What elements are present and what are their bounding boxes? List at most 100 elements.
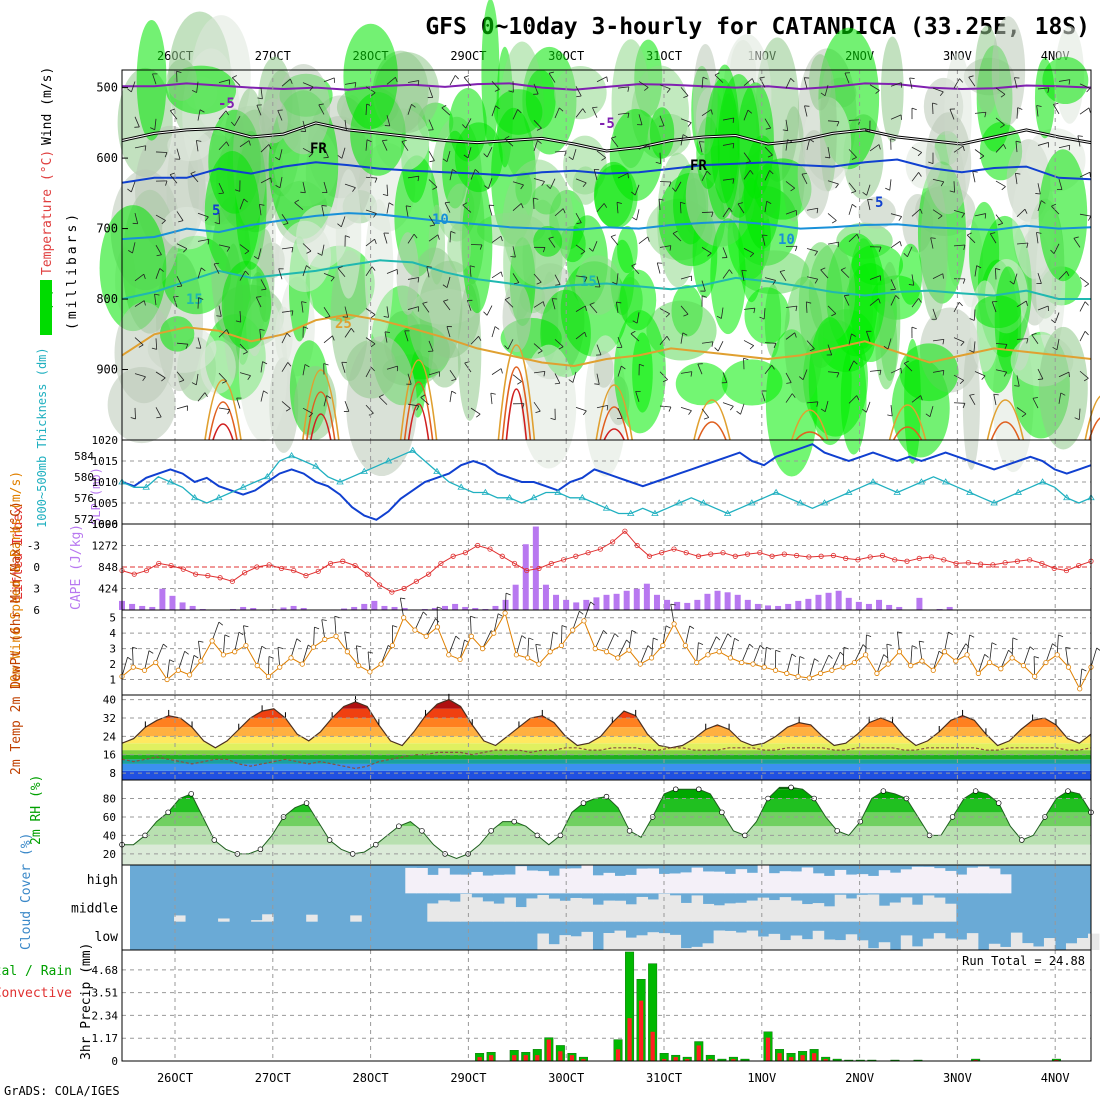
wind10-barb <box>887 644 892 645</box>
cape-bar <box>785 604 791 610</box>
cloud-cell <box>824 906 836 921</box>
wind10-ytick: 1 <box>109 674 116 687</box>
wind10-barb <box>470 616 471 636</box>
time-label-bottom: 4NOV <box>1041 1071 1070 1085</box>
footer-credit: GrADS: COLA/IGES <box>4 1084 120 1098</box>
rh2m-marker <box>996 801 1001 806</box>
wind10-barb <box>278 647 283 648</box>
wind10-marker <box>413 628 417 632</box>
cloud-cell <box>714 905 726 921</box>
wind10-marker <box>447 653 451 657</box>
temp-band <box>122 750 1091 755</box>
cloud-cell <box>626 904 638 921</box>
wind10-barb <box>716 637 720 640</box>
precip-conv-bar <box>489 1055 493 1061</box>
cloud-cell <box>427 903 439 921</box>
wind10-barb <box>992 643 997 645</box>
wind10-marker <box>548 650 552 654</box>
slp-ylabel-thick: 1000~500mb Thickness (dm) <box>35 347 49 528</box>
wind10-marker <box>458 657 462 661</box>
cloud-cell <box>526 898 538 921</box>
cloud-cell <box>945 938 957 950</box>
wind10-marker <box>683 643 687 647</box>
temp-band <box>122 695 1091 709</box>
cloud-cell <box>945 871 957 893</box>
wind10-barb <box>163 644 167 647</box>
cape-bar <box>361 604 367 610</box>
cloud-layer-label: middle <box>71 902 118 917</box>
wind10-barb <box>919 641 924 642</box>
wind10-barb <box>884 655 888 658</box>
wind10-marker <box>909 663 913 667</box>
cloud-cell <box>548 944 560 950</box>
cloud-cell <box>890 873 902 894</box>
cloud-cell <box>515 907 527 922</box>
wind-barb <box>219 193 224 194</box>
wind10-ytick: 2 <box>109 658 116 671</box>
wind10-marker <box>740 660 744 664</box>
rh2m-marker <box>420 828 425 833</box>
wind10-barb <box>1023 647 1030 666</box>
cloud-cell <box>603 873 615 893</box>
cloud-cell <box>813 931 825 950</box>
cloud-cell <box>537 895 549 922</box>
contour-label: -5 <box>598 116 615 132</box>
cloud-cell <box>703 904 715 922</box>
cape-bar <box>442 606 448 610</box>
wind10-marker <box>762 665 766 669</box>
precip-conv-bar <box>477 1057 481 1061</box>
wind10-barb <box>185 651 189 654</box>
cloud-cell <box>824 940 836 950</box>
wind10-barb <box>194 655 198 658</box>
cape-bar <box>846 598 852 610</box>
cape-bar <box>725 592 731 610</box>
wind10-barb <box>728 634 732 637</box>
wind10-barb <box>708 637 716 655</box>
cloud-cell <box>780 897 792 922</box>
cape-bar <box>139 606 145 610</box>
contour-label: 15 <box>186 292 203 308</box>
temp-band <box>122 727 1091 736</box>
cloud-cell <box>802 904 814 922</box>
wind10-ytick: 5 <box>109 612 116 625</box>
xsection-ytick: 800 <box>96 292 118 306</box>
wind10-barb <box>536 644 541 645</box>
wind10-barb <box>652 638 654 658</box>
wind10-marker <box>232 650 236 654</box>
cloud-cell <box>548 899 560 922</box>
wind10-barb <box>528 638 529 658</box>
cloud-cell <box>570 936 582 950</box>
wind10-marker <box>401 616 405 620</box>
wind-barb <box>156 152 167 153</box>
wind-barb <box>932 103 933 114</box>
wind10-barb <box>516 636 521 655</box>
rh-shade-patch <box>503 282 532 352</box>
time-label-bottom: 1NOV <box>747 1071 776 1085</box>
rh-shade-patch <box>396 232 418 315</box>
wind10-barb <box>1030 647 1034 650</box>
cloud-cell <box>758 865 770 893</box>
cloud-cell <box>780 940 792 950</box>
wind10-marker <box>830 668 834 672</box>
rh2m-marker <box>581 801 586 806</box>
rh-shade-patch <box>346 340 397 398</box>
wind10-marker <box>852 660 856 664</box>
wind10-marker <box>379 662 383 666</box>
wind10-barb <box>243 626 248 627</box>
xsection-ylabel-mb: (millibars) <box>65 211 80 330</box>
cloud-cell <box>714 872 726 894</box>
wind10-barb <box>829 655 833 658</box>
cloud-cell <box>1033 946 1045 950</box>
rh2m-marker <box>189 791 194 796</box>
wind10-barb <box>690 626 694 629</box>
precip-ylabel-total: Total / Rain <box>0 964 72 979</box>
rh-shade-patch <box>137 20 167 141</box>
xsection-ytick: 900 <box>96 363 118 377</box>
cloud-cell <box>923 939 935 950</box>
cloud-cell <box>548 876 560 894</box>
cape-bar <box>694 600 700 610</box>
precip-conv-bar <box>547 1040 551 1061</box>
wind10-barb <box>550 632 553 652</box>
cloud-cell <box>670 935 682 950</box>
rh2m-marker <box>304 801 309 806</box>
